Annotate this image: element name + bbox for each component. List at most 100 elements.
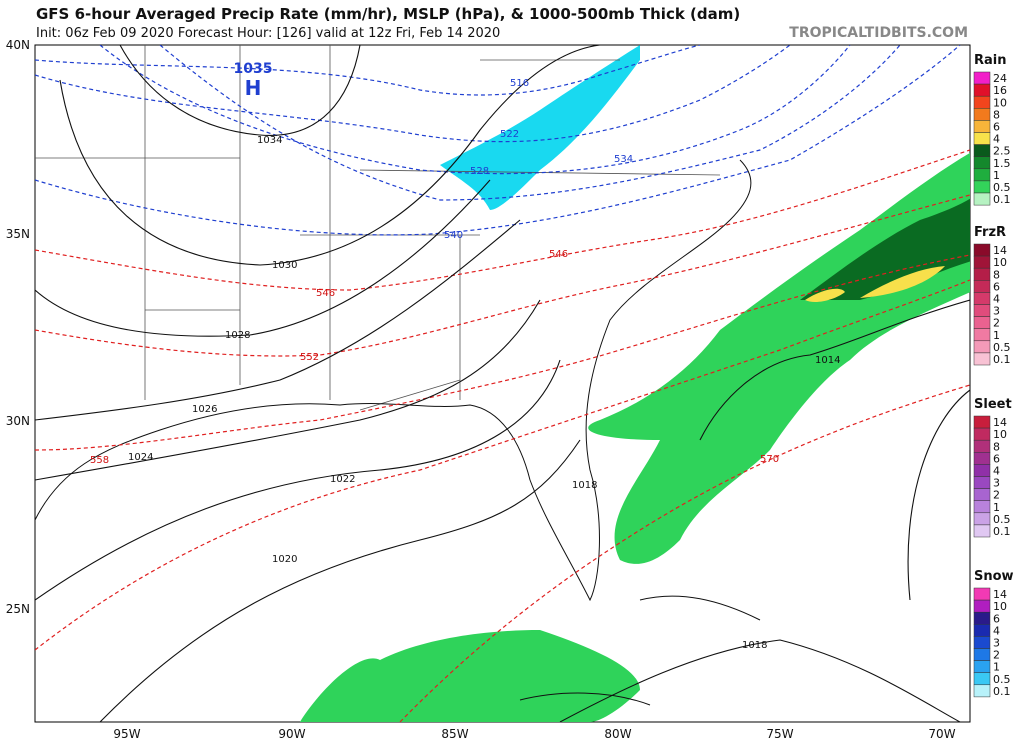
legend-label: 14 (993, 588, 1007, 601)
legend-swatch (973, 95, 991, 109)
legend-swatch (973, 108, 991, 121)
rain-area-south (300, 630, 640, 722)
legend-swatch (973, 180, 991, 194)
thickness-label: 558 (90, 455, 109, 466)
legend-swatch (973, 267, 991, 281)
thickness-label: 516 (510, 78, 529, 89)
legend-label: 0.1 (993, 193, 1011, 206)
isobar-label: 1024 (128, 452, 153, 463)
legend-swatch (973, 243, 991, 257)
legend-label: 0.5 (993, 181, 1011, 194)
thickness-line (35, 45, 961, 236)
legend-swatch (973, 439, 991, 453)
legend-label: 1.5 (993, 157, 1011, 170)
legend-swatch (973, 488, 991, 501)
thickness-label: 546 (549, 249, 568, 260)
legend-swatch (973, 427, 991, 441)
thickness-label: 534 (614, 154, 633, 165)
legend-swatch (973, 352, 991, 366)
legend-label: 1 (993, 169, 1000, 182)
thickness-line (35, 45, 791, 143)
isobar (35, 179, 491, 337)
legend-swatch (973, 452, 991, 465)
legend-label: 8 (993, 440, 1000, 453)
high-value: 1035 (234, 61, 273, 77)
legend-label: 16 (993, 84, 1007, 97)
lon-label: 80W (604, 727, 631, 741)
thickness-label: 570 (760, 454, 779, 465)
legend-swatch (973, 524, 991, 538)
isobar-label: 1022 (330, 474, 355, 485)
legend-label: 10 (993, 428, 1007, 441)
legend-title: Snow (974, 569, 1014, 584)
legend-label: 2 (993, 489, 1000, 502)
snow-area (440, 45, 640, 210)
legend-label: 8 (993, 108, 1000, 121)
legend-title: Rain (974, 53, 1007, 68)
legend-swatch (973, 500, 991, 514)
legend-swatch (973, 255, 991, 269)
legend-label: 2 (993, 649, 1000, 662)
isobar-label: 1030 (272, 260, 297, 271)
legend-label: 10 (993, 256, 1007, 269)
legend-label: 24 (993, 72, 1007, 85)
lon-label: 95W (113, 727, 140, 741)
isobar-label: 1020 (272, 554, 297, 565)
legend-swatch (973, 512, 991, 526)
legend-swatch (973, 304, 991, 317)
thickness-label: 522 (500, 129, 519, 140)
high-symbol: H (245, 76, 262, 100)
legend-swatch (973, 464, 991, 477)
legend-label: 6 (993, 452, 1000, 465)
legend-label: 0.5 (993, 341, 1011, 354)
legend-swatch (973, 328, 991, 342)
isobar (59, 45, 601, 266)
legend-swatch (973, 636, 991, 649)
legend-swatch (973, 684, 991, 698)
legend-swatch (973, 587, 991, 601)
isobar-label: 1018 (572, 480, 597, 491)
thickness-line (35, 254, 970, 451)
islands (519, 595, 761, 706)
legend-label: 4 (993, 133, 1000, 146)
legend-swatch (973, 156, 991, 170)
legend-label: 3 (993, 305, 1000, 318)
lon-label: 75W (766, 727, 793, 741)
legend-label: 2 (993, 317, 1000, 330)
isobar (119, 45, 361, 136)
thickness-label: 552 (300, 352, 319, 363)
isobar-label: 1026 (192, 404, 217, 415)
thickness-line (399, 384, 970, 722)
legend-label: 14 (993, 416, 1007, 429)
legend-title: FrzR (974, 225, 1006, 240)
legend-swatch (973, 340, 991, 354)
legend-label: 1 (993, 501, 1000, 514)
legend-swatch (973, 292, 991, 305)
lat-label: 30N (6, 414, 30, 428)
title: GFS 6-hour Averaged Precip Rate (mm/hr),… (36, 5, 740, 23)
legend-swatch (973, 83, 991, 97)
isobar-label: 1034 (257, 135, 282, 146)
legend-swatch (973, 316, 991, 329)
legend-swatch (973, 476, 991, 489)
legend-title: Sleet (974, 397, 1012, 412)
thickness-line (159, 45, 901, 201)
legend-label: 6 (993, 120, 1000, 133)
legend-label: 0.1 (993, 525, 1011, 538)
legend-label: 2.5 (993, 145, 1011, 158)
legend-swatch (973, 660, 991, 673)
thickness-line (35, 279, 970, 651)
legends: Rain2416108642.51.510.50.1FrzR1410864321… (973, 53, 1014, 698)
legend-label: 4 (993, 624, 1000, 637)
legend-swatch (973, 624, 991, 637)
coastline (35, 159, 752, 602)
legend-swatch (973, 648, 991, 661)
legend-swatch (973, 611, 991, 625)
legend-swatch (973, 599, 991, 613)
isobar-label: 1028 (225, 330, 250, 341)
lat-label: 35N (6, 227, 30, 241)
isobar-label: 1014 (815, 355, 840, 366)
legend-label: 6 (993, 612, 1000, 625)
legend-label: 0.1 (993, 685, 1011, 698)
